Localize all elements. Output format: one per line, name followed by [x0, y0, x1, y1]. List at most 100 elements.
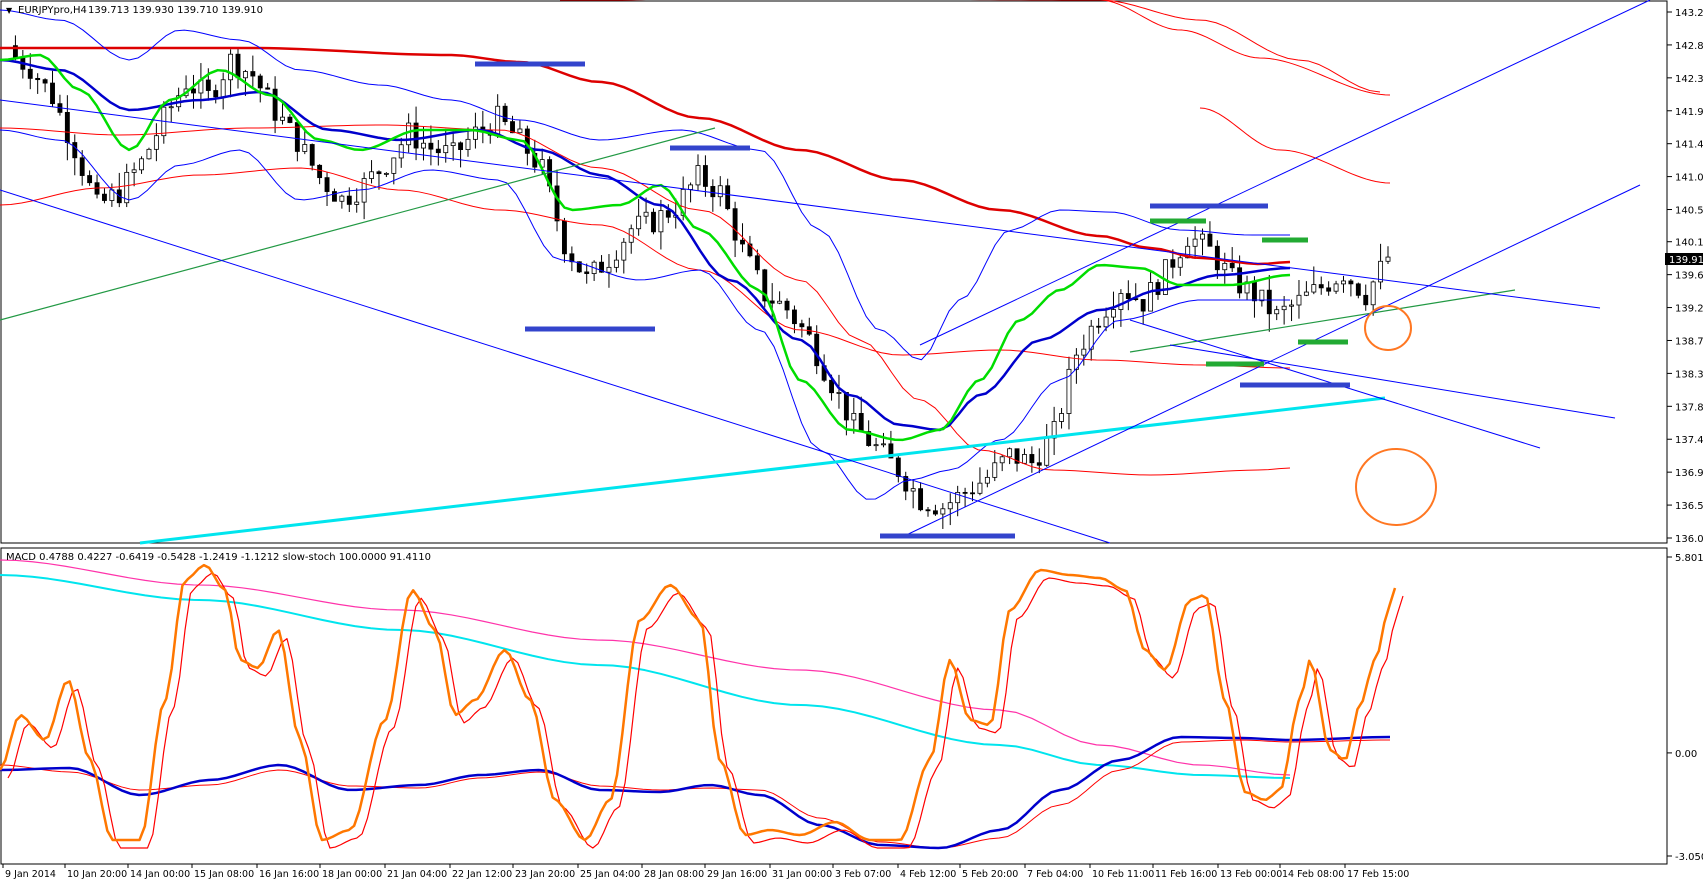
candle-body	[421, 142, 426, 149]
ema-red-top-band	[1099, 0, 1391, 96]
candle-body	[903, 476, 909, 492]
candle-body	[1096, 325, 1102, 328]
candle-body	[250, 71, 256, 77]
candle-body	[569, 253, 575, 263]
price-tick-label: 138.770	[1675, 336, 1703, 347]
price-tick-label: 136.070	[1675, 534, 1703, 545]
candle-body	[524, 128, 530, 154]
candle-body	[554, 185, 560, 222]
candle-body	[213, 90, 219, 98]
candle-body	[1355, 283, 1361, 296]
candle-body	[970, 492, 975, 495]
candle-body	[495, 105, 501, 136]
candle-body	[1222, 262, 1228, 271]
current-price-value: 139.910	[1669, 255, 1703, 266]
candle-body	[79, 157, 85, 176]
channel-upper	[0, 99, 1601, 309]
time-tick-label: 14 Feb 08:00	[1282, 869, 1344, 880]
price-panel-frame	[0, 0, 1668, 544]
time-tick-label: 3 Feb 07:00	[835, 869, 891, 880]
candle-body	[472, 126, 478, 140]
candle-body	[918, 488, 924, 511]
price-tick-label: 139.670	[1675, 271, 1703, 282]
candle-body	[984, 476, 990, 484]
current-price-tag	[1665, 253, 1703, 265]
candle-body	[435, 148, 441, 154]
candle-body	[64, 111, 70, 143]
candle-body	[762, 269, 768, 302]
time-tick-label: 13 Feb 00:00	[1220, 869, 1282, 880]
candle-body	[339, 195, 345, 202]
candle-body	[1341, 280, 1346, 285]
candle-body	[1140, 299, 1146, 312]
candle-body	[280, 116, 285, 121]
candle-body	[1363, 294, 1369, 306]
time-tick-label: 9 Jan 2014	[5, 869, 56, 880]
time-tick-label: 21 Jan 04:00	[387, 869, 447, 880]
candle-body	[999, 456, 1005, 464]
time-tick-label: 10 Jan 20:00	[67, 869, 127, 880]
candle-body	[235, 53, 241, 79]
trendline-green-short	[1129, 289, 1516, 353]
price-tick-label: 137.420	[1675, 435, 1703, 446]
ema-green-line	[0, 53, 1291, 442]
candle-body	[1311, 284, 1317, 293]
ema-red-upper-band-2	[1199, 107, 1391, 184]
candle-body	[769, 300, 775, 304]
candle-body	[955, 491, 961, 504]
candle-body	[658, 210, 664, 233]
candle-body	[1229, 262, 1235, 269]
candle-body	[413, 122, 419, 149]
candle-body	[205, 79, 211, 91]
bollinger-upper	[0, 9, 1290, 361]
time-tick-label: 10 Feb 11:00	[1092, 869, 1154, 880]
candle-body	[866, 431, 872, 446]
stoch-main-line	[0, 563, 1397, 842]
time-tick-label: 17 Feb 15:00	[1347, 869, 1409, 880]
candle-body	[1266, 289, 1272, 315]
indicator-panel-frame	[0, 547, 1668, 865]
candle-body	[131, 169, 137, 173]
candle-body	[599, 261, 604, 273]
candle-body	[376, 171, 382, 175]
candle-body	[124, 171, 130, 204]
candle-body	[851, 413, 857, 421]
macd-signal-line	[0, 739, 1391, 849]
candle-body	[732, 208, 738, 241]
price-tick-label: 139.220	[1675, 304, 1703, 315]
signal-pink-line	[0, 559, 1291, 776]
candle-body	[1333, 283, 1339, 292]
candle-body	[1207, 233, 1213, 247]
candle-body	[1274, 309, 1280, 315]
candle-body	[1059, 413, 1064, 422]
candle-body	[1081, 348, 1087, 356]
candle-body	[1281, 305, 1287, 311]
candle-body	[1385, 256, 1391, 262]
header-menu-icon[interactable]: ▼	[6, 6, 13, 15]
candle-body	[1326, 287, 1332, 292]
candle-body	[947, 502, 953, 510]
candle-body	[465, 138, 471, 151]
candle-body	[777, 300, 783, 304]
candle-body	[346, 195, 352, 205]
time-tick-label: 25 Jan 04:00	[580, 869, 640, 880]
candle-body	[717, 185, 723, 198]
candle-body	[272, 88, 278, 121]
candle-body	[502, 105, 508, 122]
candle-body	[1259, 289, 1265, 302]
trendline-green-long	[0, 127, 716, 321]
candle-body	[287, 116, 293, 123]
candle-body	[1348, 280, 1354, 285]
candle-body	[317, 164, 323, 179]
candle-body	[1370, 281, 1376, 306]
symbol-label: EURJPYpro,H4	[18, 5, 87, 16]
ema-red-outer-band	[0, 124, 1291, 476]
time-tick-label: 5 Feb 20:00	[962, 869, 1018, 880]
trendline-cyan	[139, 396, 1386, 545]
candle-body	[1289, 304, 1294, 307]
candle-body	[391, 157, 397, 174]
candle-body	[621, 241, 627, 261]
candle-body	[613, 259, 619, 268]
candle-body	[153, 135, 159, 150]
